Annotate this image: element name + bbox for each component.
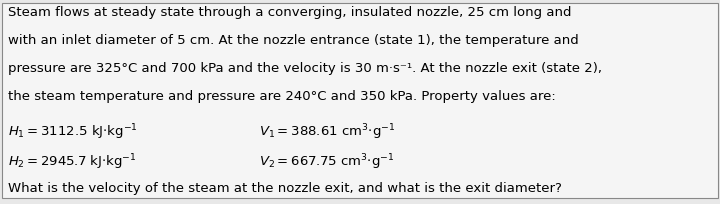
Text: $H_2 = 2945.7\ \mathrm{kJ{\cdot}kg^{-1}}$: $H_2 = 2945.7\ \mathrm{kJ{\cdot}kg^{-1}}… — [8, 152, 137, 172]
Text: $H_1 = 3112.5\ \mathrm{kJ{\cdot}kg^{-1}}$: $H_1 = 3112.5\ \mathrm{kJ{\cdot}kg^{-1}}… — [8, 122, 138, 142]
Text: $V_1 = 388.61\ \mathrm{cm^3{\cdot}g^{-1}}$: $V_1 = 388.61\ \mathrm{cm^3{\cdot}g^{-1}… — [259, 122, 395, 142]
Text: the steam temperature and pressure are 240°C and 350 kPa. Property values are:: the steam temperature and pressure are 2… — [8, 90, 556, 103]
Text: What is the velocity of the steam at the nozzle exit, and what is the exit diame: What is the velocity of the steam at the… — [8, 182, 562, 195]
Text: pressure are 325°C and 700 kPa and the velocity is 30 m·s⁻¹. At the nozzle exit : pressure are 325°C and 700 kPa and the v… — [8, 62, 602, 75]
Text: $V_2 = 667.75\ \mathrm{cm^3{\cdot}g^{-1}}$: $V_2 = 667.75\ \mathrm{cm^3{\cdot}g^{-1}… — [259, 152, 395, 172]
Text: Steam flows at steady state through a converging, insulated nozzle, 25 cm long a: Steam flows at steady state through a co… — [8, 6, 572, 19]
Text: with an inlet diameter of 5 cm. At the nozzle entrance (state 1), the temperatur: with an inlet diameter of 5 cm. At the n… — [8, 34, 579, 47]
